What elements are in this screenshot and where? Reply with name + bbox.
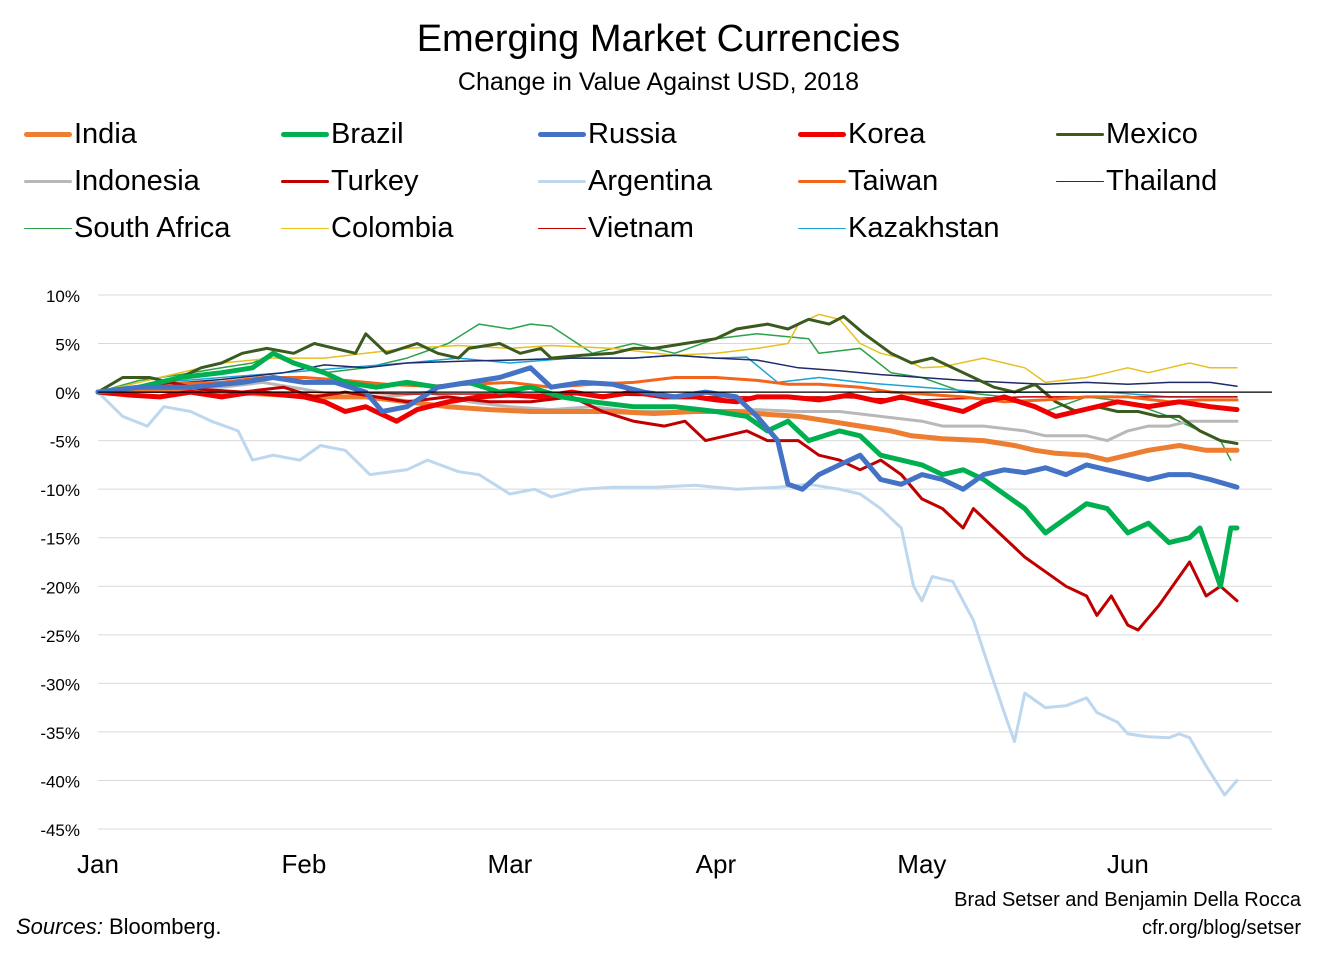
x-tick-label: Jun <box>1107 849 1149 879</box>
legend-item-india: India <box>24 114 137 154</box>
legend-label: Korea <box>848 118 926 150</box>
y-tick-label: -30% <box>40 675 80 694</box>
legend-item-brazil: Brazil <box>281 114 404 154</box>
legend-swatch <box>538 179 586 183</box>
y-tick-label: -5% <box>50 433 80 452</box>
legend-item-korea: Korea <box>798 114 925 154</box>
x-tick-label: Jan <box>77 849 119 879</box>
legend-swatch <box>798 227 846 229</box>
legend-label: Taiwan <box>848 165 939 197</box>
series-line-taiwan <box>96 376 1239 404</box>
legend-swatch <box>281 179 329 183</box>
line-chart: 10% 5% 0% -5% -10% -15% -20% -25% -30% -35% -40% -4… <box>40 287 1272 879</box>
legend-swatch <box>538 227 586 229</box>
legend-item-south-africa: South Africa <box>24 208 230 248</box>
x-tick-label: Mar <box>488 849 533 879</box>
legend-swatch <box>798 179 846 183</box>
sources-label: Sources: <box>16 914 103 939</box>
series-line-thailand <box>97 354 1238 393</box>
legend-swatch <box>538 131 586 137</box>
legend-swatch <box>798 131 846 137</box>
y-tick-label: 0% <box>55 384 80 403</box>
legend-label: Turkey <box>331 165 419 197</box>
legend-label: South Africa <box>74 212 231 244</box>
series-line-turkey <box>96 380 1239 632</box>
legend-label: Vietnam <box>588 212 694 244</box>
y-tick-label: -25% <box>40 627 80 646</box>
legend-swatch <box>1056 180 1104 182</box>
legend-label: Brazil <box>331 118 404 150</box>
y-tick-label: -40% <box>40 772 80 791</box>
sources-note: Sources: Bloomberg. <box>16 912 221 942</box>
y-tick-label: 5% <box>55 336 80 355</box>
chart-subtitle: Change in Value Against USD, 2018 <box>457 68 860 96</box>
series-line-russia <box>95 365 1240 492</box>
y-tick-label: -35% <box>40 724 80 743</box>
credit-authors: Brad Setser and Benjamin Della Rocca <box>954 889 1301 911</box>
credit: Brad Setser and Benjamin Della Rocca cfr… <box>954 886 1301 942</box>
legend-item-turkey: Turkey <box>281 161 419 201</box>
legend-label: Argentina <box>588 165 713 197</box>
legend-swatch <box>24 131 72 137</box>
legend-item-vietnam: Vietnam <box>538 208 694 248</box>
credit-url: cfr.org/blog/setser <box>1142 917 1301 939</box>
legend-item-kazakhstan: Kazakhstan <box>798 208 1000 248</box>
legend-label: Mexico <box>1106 118 1198 150</box>
y-tick-label: -20% <box>40 578 80 597</box>
x-tick-label: Apr <box>696 849 737 879</box>
y-tick-label: -10% <box>40 481 80 500</box>
legend-item-taiwan: Taiwan <box>798 161 938 201</box>
series-line-colombia <box>97 313 1238 393</box>
legend-label: India <box>74 118 137 150</box>
legend-swatch <box>281 131 329 137</box>
y-tick-label: -15% <box>40 530 80 549</box>
legend-item-colombia: Colombia <box>281 208 454 248</box>
legend-item-thailand: Thailand <box>1056 161 1217 201</box>
legend-swatch <box>1056 132 1104 136</box>
legend-item-russia: Russia <box>538 114 677 154</box>
sources-text: Bloomberg. <box>108 914 222 939</box>
legend-label: Russia <box>588 118 677 150</box>
y-tick-label: -45% <box>40 821 80 840</box>
legend-item-mexico: Mexico <box>1056 114 1198 154</box>
legend-label: Thailand <box>1106 165 1218 197</box>
legend-label: Indonesia <box>74 165 200 197</box>
legend-swatch <box>281 227 329 229</box>
x-tick-label: May <box>897 849 946 879</box>
legend-swatch <box>24 179 72 183</box>
legend-label: Colombia <box>331 212 454 244</box>
legend-item-indonesia: Indonesia <box>24 161 200 201</box>
series-line-mexico <box>96 314 1239 445</box>
x-tick-label: Feb <box>282 849 327 879</box>
series-line-brazil <box>95 350 1240 589</box>
legend-swatch <box>24 227 72 229</box>
series-line-korea <box>95 389 1240 424</box>
legend-label: Kazakhstan <box>848 212 1000 244</box>
chart-title: Emerging Market Currencies <box>416 18 901 60</box>
y-tick-label: 10% <box>46 287 80 306</box>
legend-item-argentina: Argentina <box>538 161 712 201</box>
